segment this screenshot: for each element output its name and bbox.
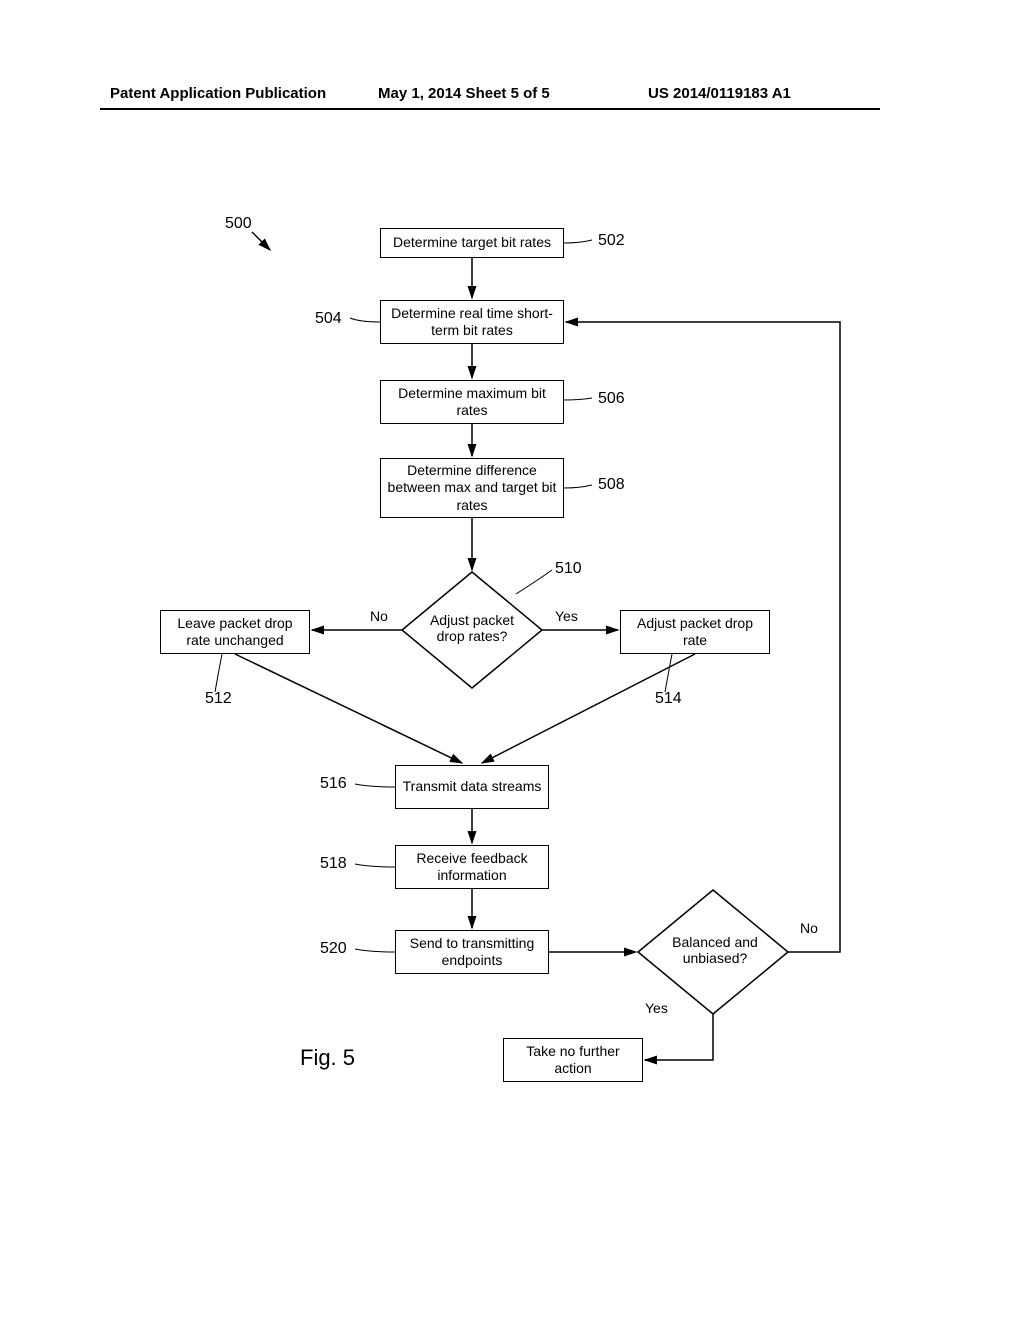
figure-caption: Fig. 5 [300,1045,355,1071]
header-mid: May 1, 2014 Sheet 5 of 5 [378,85,550,102]
node-520: Send to transmitting endpoints [395,930,549,974]
node-506: Determine maximum bit rates [380,380,564,424]
node-522-text: Balanced and unbiased? [660,934,770,966]
label-yes-510: Yes [555,608,578,624]
node-516: Transmit data streams [395,765,549,809]
ref-508: 508 [598,476,625,494]
node-508: Determine difference between max and tar… [380,458,564,518]
header-right: US 2014/0119183 A1 [648,85,791,102]
ref-520: 520 [320,940,347,958]
node-524: Take no further action [503,1038,643,1082]
ref-518: 518 [320,855,347,873]
header-left: Patent Application Publication [110,85,326,102]
node-510-text: Adjust packet drop rates? [426,612,518,644]
node-514: Adjust packet drop rate [620,610,770,654]
node-512: Leave packet drop rate unchanged [160,610,310,654]
ref-512: 512 [205,690,232,708]
ref-506: 506 [598,390,625,408]
ref-502: 502 [598,232,625,250]
header-rule [100,108,880,110]
node-504: Determine real time short-term bit rates [380,300,564,344]
ref-510: 510 [555,560,582,578]
ref-504: 504 [315,310,342,328]
flowchart: 500 Determine target bit rates Determine… [160,210,880,1170]
ref-500: 500 [225,215,252,233]
label-yes-522: Yes [645,1000,668,1016]
flowchart-svg [160,210,880,1170]
ref-514: 514 [655,690,682,708]
ref-516: 516 [320,775,347,793]
node-518: Receive feedback information [395,845,549,889]
node-502: Determine target bit rates [380,228,564,258]
label-no-510: No [370,608,388,624]
label-no-522: No [800,920,818,936]
